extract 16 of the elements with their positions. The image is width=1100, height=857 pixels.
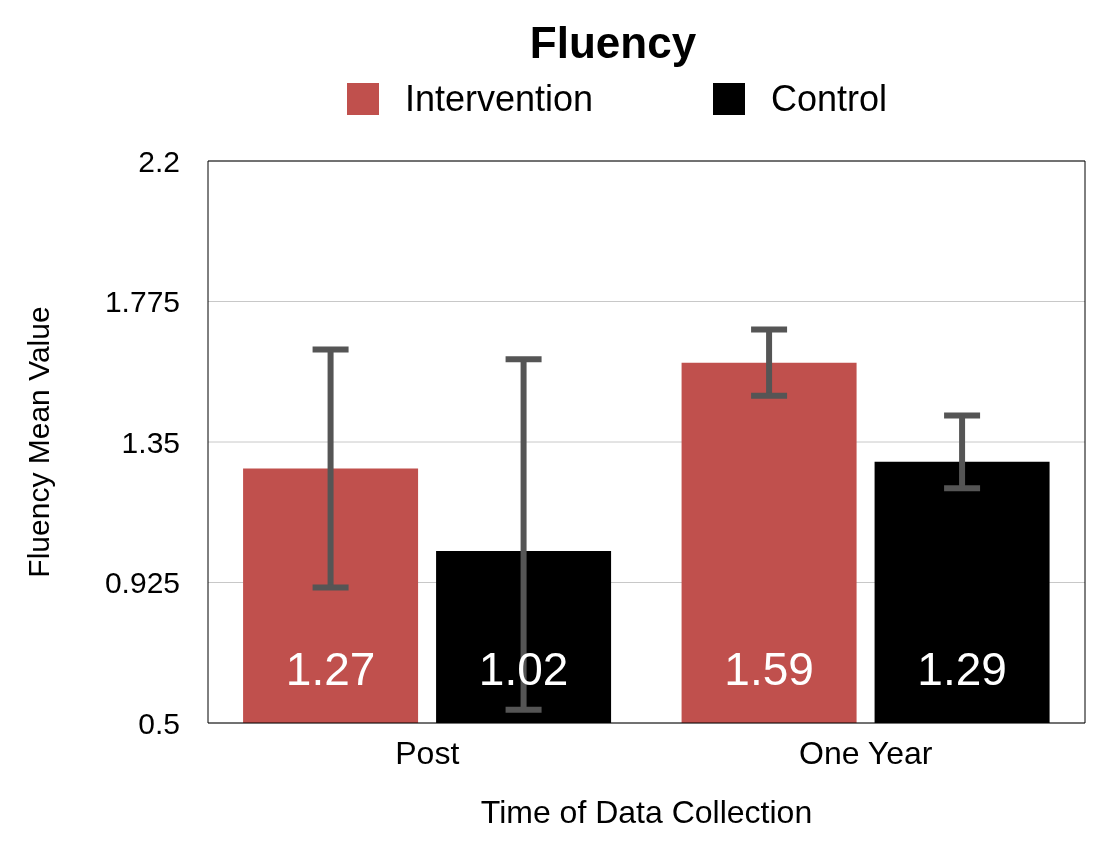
y-tick-label: 1.775 [104, 285, 180, 319]
y-axis-title: Fluency Mean Value [21, 306, 55, 578]
data-label: 1.27 [285, 643, 376, 695]
x-tick-label: Post [395, 734, 460, 771]
x-tick-label: One Year [799, 734, 933, 771]
y-tick-label: 1.35 [121, 425, 180, 459]
data-label: 1.02 [478, 643, 569, 695]
y-tick-label: 0.5 [138, 706, 180, 740]
y-tick-label: 2.2 [138, 144, 180, 178]
data-label: 1.59 [724, 643, 814, 695]
legend-label: Control [771, 78, 888, 120]
legend-label: Intervention [404, 78, 594, 120]
data-label: 1.29 [917, 643, 1007, 695]
x-axis-title: Time of Data Collection [480, 794, 813, 830]
y-tick-label: 0.925 [104, 566, 180, 600]
chart-title: Fluency [528, 17, 698, 69]
